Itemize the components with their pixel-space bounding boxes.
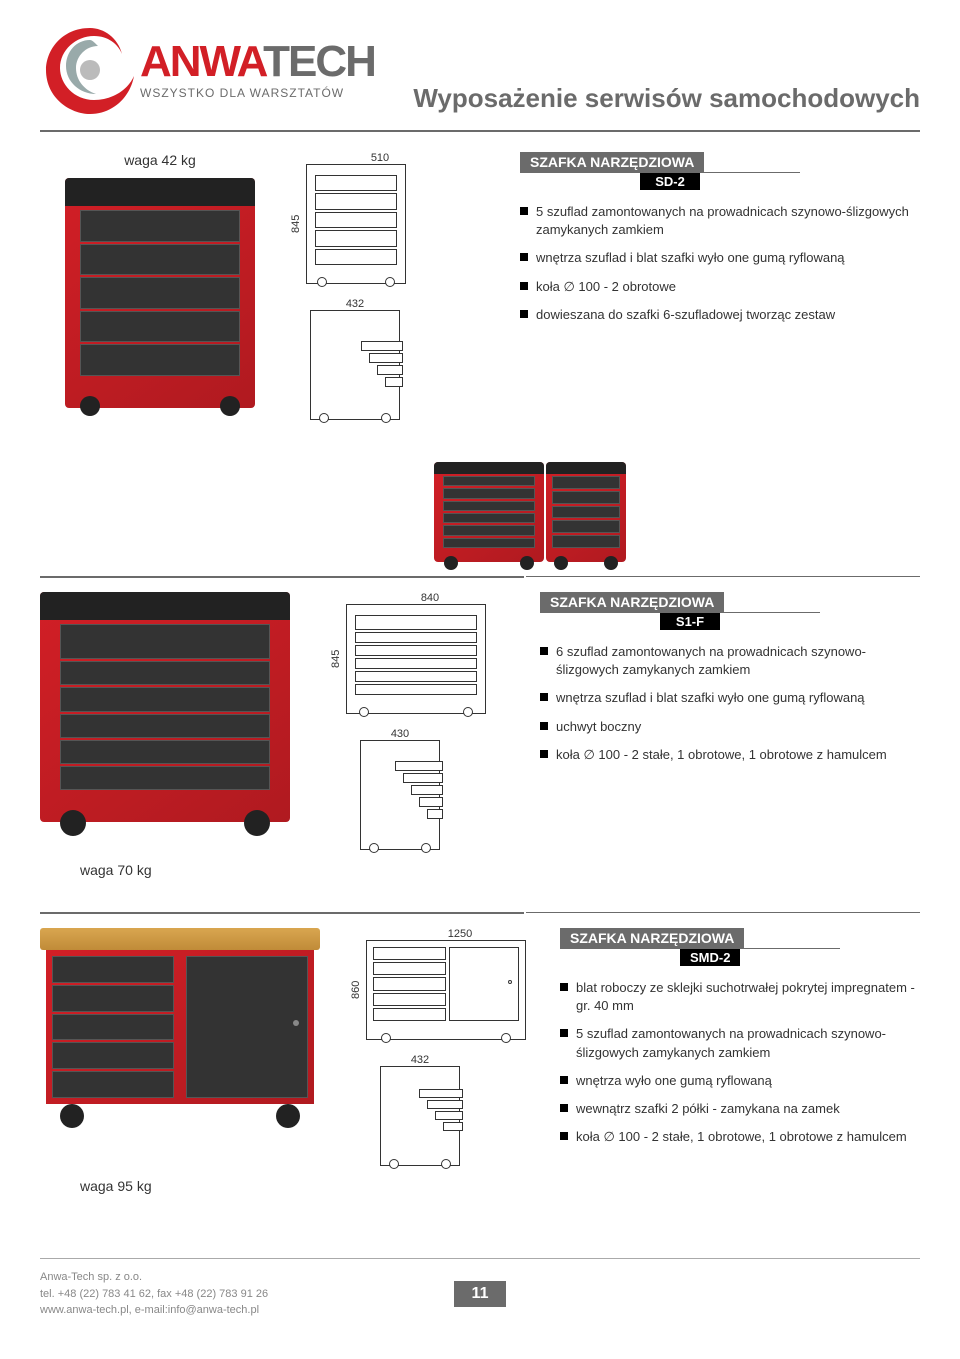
logo-block: ANWATECH WSZYSTKO DLA WARSZTATÓW: [40, 20, 375, 120]
smd2-info: SZAFKA NARZĘDZIOWA SMD-2 blat roboczy ze…: [560, 928, 920, 1156]
footer-phone: tel. +48 (22) 783 41 62, fax +48 (22) 78…: [40, 1286, 454, 1303]
sd2-side-drawing: [310, 310, 400, 420]
sd2-photo: [65, 178, 255, 408]
s1f-dim-width: 840: [360, 592, 500, 604]
s1f-info: SZAFKA NARZĘDZIOWA S1-F 6 szuflad zamont…: [540, 592, 920, 774]
spec-item: 5 szuflad zamontowanych na prowadnicach …: [560, 1025, 920, 1061]
section-divider-1: [40, 576, 920, 578]
sd2-tech: 510 845 432: [290, 152, 510, 420]
smd2-specs: blat roboczy ze sklejki suchotrwałej pok…: [560, 979, 920, 1146]
logo-swirl-icon: [40, 20, 140, 120]
spec-item: 5 szuflad zamontowanych na prowadnicach …: [520, 203, 920, 239]
spec-item: 6 szuflad zamontowanych na prowadnicach …: [540, 643, 920, 679]
combo-photo-right: [546, 462, 626, 562]
spec-item: blat roboczy ze sklejki suchotrwałej pok…: [560, 979, 920, 1015]
sd2-left: waga 42 kg: [40, 152, 280, 408]
logo-tagline: WSZYSTKO DLA WARSZTATÓW: [140, 86, 375, 100]
header-rule: [40, 130, 920, 132]
combo-photo-left: [434, 462, 544, 562]
sd2-info: SZAFKA NARZĘDZIOWA SD-2 5 szuflad zamont…: [520, 152, 920, 334]
sd2-model: SD-2: [640, 173, 700, 190]
page-footer: Anwa-Tech sp. z o.o. tel. +48 (22) 783 4…: [40, 1258, 920, 1319]
s1f-front-drawing: [346, 604, 486, 714]
s1f-title-box: SZAFKA NARZĘDZIOWA S1-F: [540, 592, 820, 631]
logo-brand-gray: TECH: [263, 37, 375, 86]
smd2-title: SZAFKA NARZĘDZIOWA: [560, 928, 744, 948]
s1f-tech: 840 845 430: [330, 592, 530, 850]
logo-brand-red: ANWA: [140, 37, 263, 86]
smd2-tech: 1250 860 432: [350, 928, 550, 1166]
s1f-dim-lower: 430: [360, 728, 440, 740]
smd2-dim-width: 1250: [380, 928, 540, 940]
spec-item: wnętrza szuflad i blat szafki wyło one g…: [520, 249, 920, 267]
spec-item: wnętrza szuflad i blat szafki wyło one g…: [540, 689, 920, 707]
combo-photo-row: [140, 462, 920, 562]
page-number: 11: [454, 1281, 507, 1307]
s1f-side-drawing: [360, 740, 440, 850]
sd2-specs: 5 szuflad zamontowanych na prowadnicach …: [520, 203, 920, 324]
spec-item: koła ∅ 100 - 2 obrotowe: [520, 278, 920, 296]
catalog-page: ANWATECH WSZYSTKO DLA WARSZTATÓW Wyposaż…: [0, 0, 960, 1359]
sd2-title-box: SZAFKA NARZĘDZIOWA SD-2: [520, 152, 800, 191]
product-section-smd2: waga 95 kg 1250 860 432: [40, 928, 920, 1228]
spec-item: wewnątrz szafki 2 półki - zamykana na za…: [560, 1100, 920, 1118]
smd2-photo: [40, 928, 320, 1118]
product-section-sd2: waga 42 kg 510 845: [40, 152, 920, 452]
s1f-left: waga 70 kg: [40, 592, 320, 878]
smd2-left: waga 95 kg: [40, 928, 340, 1194]
sd2-dim-height: 845: [290, 164, 302, 284]
footer-company: Anwa-Tech sp. z o.o.: [40, 1269, 454, 1286]
smd2-side-drawing: [380, 1066, 460, 1166]
footer-info: Anwa-Tech sp. z o.o. tel. +48 (22) 783 4…: [40, 1269, 454, 1319]
smd2-dim-lower: 432: [380, 1054, 460, 1066]
s1f-weight: waga 70 kg: [80, 862, 320, 878]
sd2-weight: waga 42 kg: [40, 152, 280, 168]
sd2-title: SZAFKA NARZĘDZIOWA: [520, 152, 704, 172]
spec-item: uchwyt boczny: [540, 718, 920, 736]
smd2-dim-height: 860: [350, 940, 362, 1040]
smd2-title-box: SZAFKA NARZĘDZIOWA SMD-2: [560, 928, 840, 967]
s1f-model: S1-F: [660, 613, 720, 630]
spec-item: koła ∅ 100 - 2 stałe, 1 obrotowe, 1 obro…: [560, 1128, 920, 1146]
s1f-photo: [40, 592, 290, 822]
footer-web: www.anwa-tech.pl, e-mail:info@anwa-tech.…: [40, 1302, 454, 1319]
spec-item: dowieszana do szafki 6-szufladowej tworz…: [520, 306, 920, 324]
sd2-dim-width: 510: [330, 152, 430, 164]
sd2-dim-lower: 432: [310, 298, 400, 310]
product-section-s1f: waga 70 kg 840 845 430: [40, 592, 920, 892]
spec-item: koła ∅ 100 - 2 stałe, 1 obrotowe, 1 obro…: [540, 746, 920, 764]
logo-brand: ANWATECH: [140, 40, 375, 84]
s1f-title: SZAFKA NARZĘDZIOWA: [540, 592, 724, 612]
s1f-dim-height: 845: [330, 604, 342, 714]
smd2-weight: waga 95 kg: [80, 1178, 340, 1194]
smd2-model: SMD-2: [680, 949, 740, 966]
section-divider-2: [40, 912, 920, 914]
page-header: ANWATECH WSZYSTKO DLA WARSZTATÓW Wyposaż…: [40, 20, 920, 120]
page-title: Wyposażenie serwisów samochodowych: [413, 83, 920, 114]
logo-text: ANWATECH WSZYSTKO DLA WARSZTATÓW: [140, 40, 375, 100]
s1f-specs: 6 szuflad zamontowanych na prowadnicach …: [540, 643, 920, 764]
sd2-front-drawing: [306, 164, 406, 284]
smd2-front-drawing: [366, 940, 526, 1040]
spec-item: wnętrza wyło one gumą ryflowaną: [560, 1072, 920, 1090]
